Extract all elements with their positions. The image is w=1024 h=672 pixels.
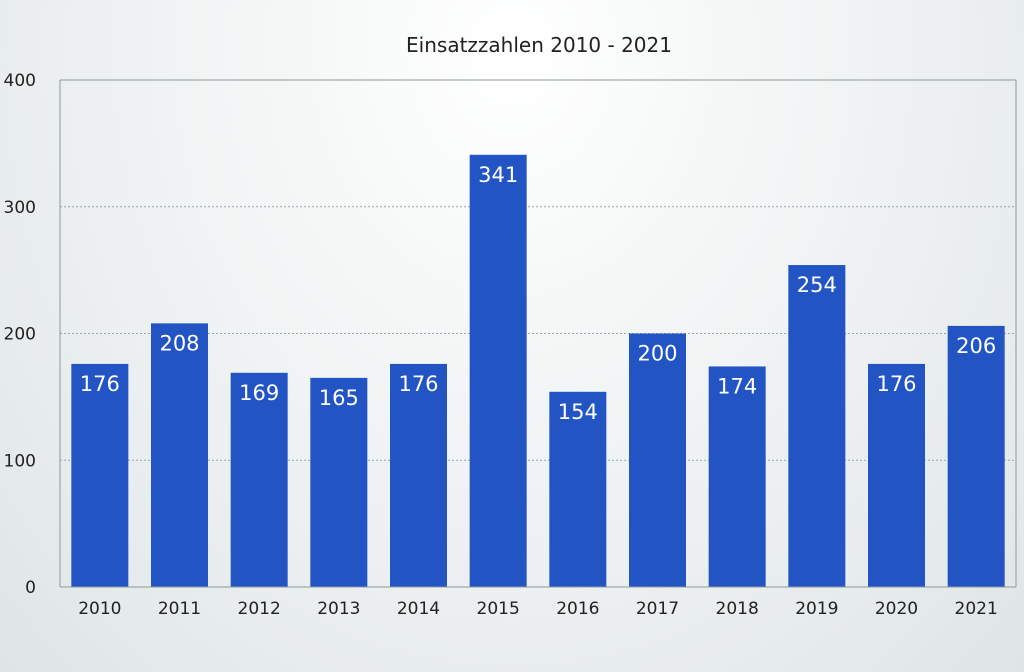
bar	[549, 391, 607, 587]
data-label: 176	[398, 372, 438, 396]
x-tick-label: 2013	[317, 599, 360, 619]
y-tick-label: 400	[4, 71, 36, 91]
x-tick-label: 2014	[397, 599, 440, 619]
data-label: 176	[876, 372, 916, 396]
bar	[868, 363, 925, 587]
data-label: 254	[797, 273, 837, 297]
x-axis-tick-labels: 2010 2011 2012 2013 2014 2015 2016 2017 2018 2019…	[78, 599, 998, 619]
bar	[310, 377, 368, 587]
bar	[629, 333, 686, 587]
data-labels: 176 208 169 165 176 341 154 200 174 254 176 206	[80, 163, 996, 424]
bar	[71, 363, 129, 587]
bar	[230, 372, 288, 587]
bar	[708, 366, 766, 587]
y-tick-label: 300	[4, 198, 36, 218]
x-tick-label: 2021	[955, 599, 998, 619]
x-tick-label: 2019	[795, 599, 838, 619]
bar	[947, 325, 1005, 587]
bar	[788, 265, 846, 587]
y-axis-tick-labels: 0 100 200 300 400	[4, 71, 36, 598]
data-label: 200	[637, 342, 677, 366]
x-tick-label: 2020	[875, 599, 918, 619]
x-tick-label: 2012	[238, 599, 281, 619]
y-tick-label: 200	[4, 325, 36, 345]
bars	[71, 154, 1005, 587]
data-label: 169	[239, 381, 279, 405]
data-label: 206	[956, 334, 996, 358]
bar	[151, 323, 208, 587]
data-label: 208	[159, 331, 199, 355]
x-tick-label: 2016	[556, 599, 599, 619]
x-tick-label: 2018	[716, 599, 759, 619]
x-tick-label: 2015	[477, 599, 520, 619]
bar	[469, 154, 527, 587]
y-tick-label: 0	[25, 578, 36, 598]
x-tick-label: 2017	[636, 599, 679, 619]
data-label: 174	[717, 374, 757, 398]
data-label: 176	[80, 372, 120, 396]
data-label: 165	[319, 386, 359, 410]
chart-title: Einsatzzahlen 2010 - 2021	[406, 33, 672, 57]
data-label: 341	[478, 163, 518, 187]
gridlines	[60, 206, 1016, 461]
axes	[59, 79, 1017, 588]
y-tick-label: 100	[4, 451, 36, 471]
data-label: 154	[558, 400, 598, 424]
x-tick-label: 2010	[78, 599, 121, 619]
bar	[390, 363, 447, 587]
x-tick-label: 2011	[158, 599, 201, 619]
